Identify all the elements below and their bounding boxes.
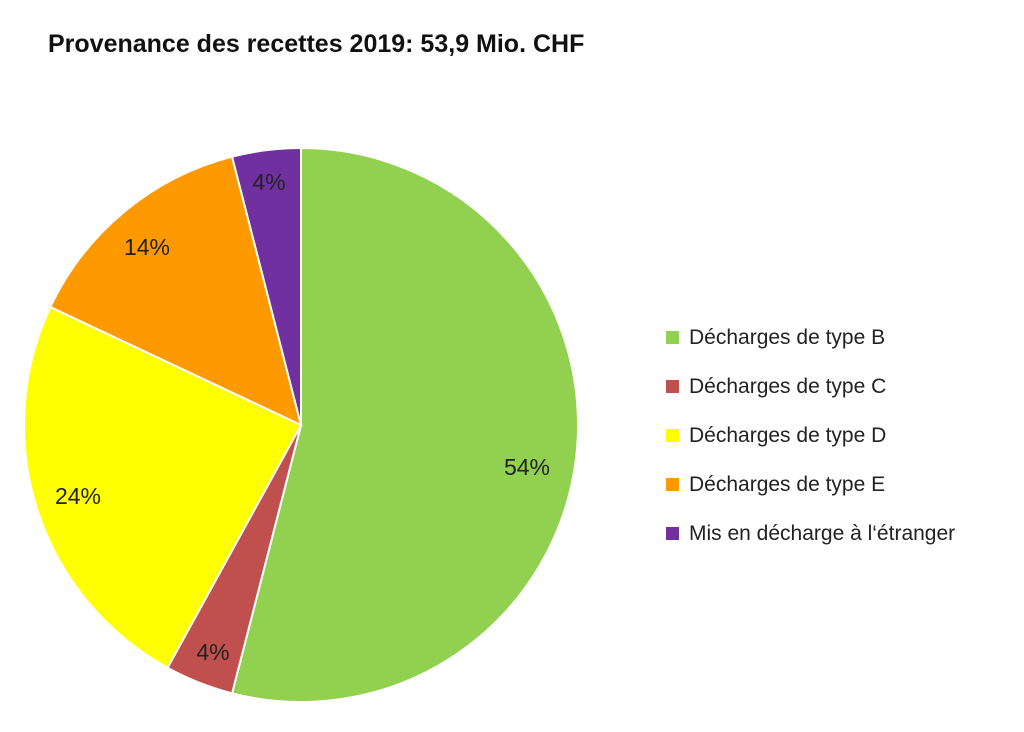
legend-label-abroad: Mis en décharge à l‘étranger [689, 521, 956, 545]
legend-item-type-b: Décharges de type B [666, 313, 955, 362]
pie-label-type-e: 14% [124, 234, 170, 260]
legend-label-type-c: Décharges de type C [689, 374, 887, 398]
legend-label-type-e: Décharges de type E [689, 472, 886, 496]
pie-slice-type-e [49, 155, 303, 427]
legend-swatch-type-c [666, 380, 679, 393]
pie-label-type-d: 24% [55, 483, 101, 509]
pie-slice-type-b [230, 146, 579, 703]
legend-swatch-type-b [666, 331, 679, 344]
legend-item-abroad: Mis en décharge à l‘étranger [666, 509, 955, 558]
legend: Décharges de type B Décharges de type C … [666, 313, 955, 558]
pie-label-abroad: 4% [252, 169, 285, 195]
pie-slice-abroad [230, 146, 302, 426]
chart-title: Provenance des recettes 2019: 53,9 Mio. … [48, 30, 585, 58]
legend-label-type-d: Décharges de type D [689, 423, 887, 447]
legend-swatch-type-d [666, 429, 679, 442]
legend-swatch-type-e [666, 478, 679, 491]
legend-swatch-abroad [666, 527, 679, 540]
pie-label-type-c: 4% [196, 639, 229, 665]
legend-item-type-c: Décharges de type C [666, 362, 955, 411]
legend-label-type-b: Décharges de type B [689, 325, 886, 349]
pie-label-type-b: 54% [504, 454, 550, 480]
legend-item-type-e: Décharges de type E [666, 460, 955, 509]
pie-slice-type-d [22, 305, 303, 670]
legend-item-type-d: Décharges de type D [666, 411, 955, 460]
